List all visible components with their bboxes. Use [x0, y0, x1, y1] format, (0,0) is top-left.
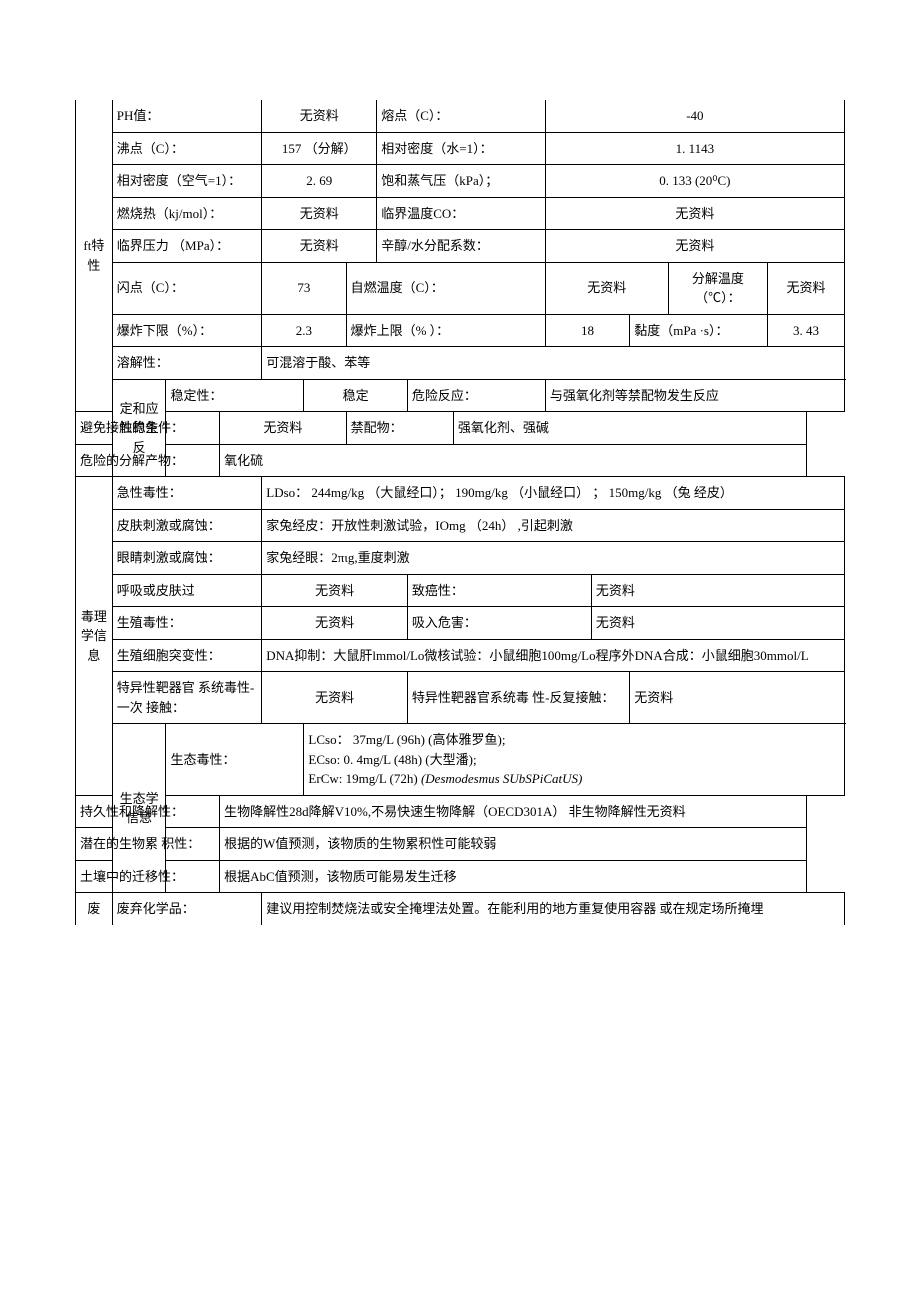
resp-label: 呼吸或皮肤过 [112, 574, 261, 607]
persist-value: 生物降解性28d降解V10%,不易快速生物降解（OECD301A） 非生物降解性… [220, 795, 806, 828]
mut-label: 生殖细胞突变性： [112, 639, 261, 672]
sds-table: ft特性 PH值： 无资料 熔点（C）： -40 沸点（C）： 157 （分解）… [75, 100, 845, 925]
carc-value: 无资料 [591, 574, 844, 607]
stab-label: 稳定性： [166, 379, 304, 412]
autoign-label: 自燃温度（C）： [346, 262, 545, 314]
ph-label: PH值： [112, 100, 261, 132]
visc-value: 3. 43 [768, 314, 845, 347]
mp-label: 熔点（C）： [377, 100, 546, 132]
sol-label: 溶解性： [112, 347, 261, 380]
reldens-air-value: 2. 69 [262, 165, 377, 198]
combheat-value: 无资料 [262, 197, 377, 230]
section-waste: 废 [76, 893, 113, 925]
logp-label: 辛醇/水分配系数： [377, 230, 546, 263]
flash-value: 73 [262, 262, 346, 314]
expl-upper-label: 爆炸上限（% ）： [346, 314, 545, 347]
decomp-value: 氧化硫 [220, 444, 806, 477]
expl-lower-label: 爆炸下限（%）： [112, 314, 261, 347]
ph-value: 无资料 [262, 100, 377, 132]
incompat-label: 禁配物： [346, 412, 453, 445]
ecotox-line1: LCso： 37mg/L (96h) (高体雅罗鱼); [308, 732, 505, 747]
combheat-label: 燃烧热（kj/mol）： [112, 197, 261, 230]
incompat-value: 强氧化剂、强碱 [453, 412, 806, 445]
soil-value: 根据AbC值预测，该物质可能易发生迁移 [220, 860, 806, 893]
skin-label: 皮肤刺激或腐蚀： [112, 509, 261, 542]
reldens-water-value: 1. 1143 [545, 132, 844, 165]
resp-value: 无资料 [262, 574, 408, 607]
eye-label: 眼睛刺激或腐蚀： [112, 542, 261, 575]
soil-label: 土壤中的迁移性： [76, 860, 220, 893]
section-tox: 毒理学信息 [76, 477, 113, 796]
repro-label: 生殖毒性： [112, 607, 261, 640]
crit-temp-label: 临界温度CO： [377, 197, 546, 230]
inhale-label: 吸入危害： [407, 607, 591, 640]
autoign-value: 无资料 [545, 262, 668, 314]
visc-label: 黏度（mPa ·s）： [630, 314, 768, 347]
ecotox-line2: ECso: 0. 4mg/L (48h) (大型潘); [308, 752, 476, 767]
logp-value: 无资料 [545, 230, 844, 263]
avoid-value: 无资料 [220, 412, 346, 445]
bp-value: 157 （分解） [262, 132, 377, 165]
crit-press-label: 临界压力 （MPa）： [112, 230, 261, 263]
crit-press-value: 无资料 [262, 230, 377, 263]
eye-value: 家兔经眼：2πιg,重度刺激 [262, 542, 845, 575]
stot-repeat-value: 无资料 [630, 672, 845, 724]
ecotox-label: 生态毒性： [166, 724, 304, 796]
stot-repeat-label: 特异性靶器官系统毒 性-反复接触： [407, 672, 629, 724]
ecotox-line3a: ErCw: 19mg/L (72h) [308, 771, 421, 786]
decomp-temp-value: 无资料 [768, 262, 845, 314]
waste-value: 建议用控制焚烧法或安全掩埋法处置。在能利用的地方重复使用容器 或在规定场所掩埋 [262, 893, 845, 925]
mp-value: -40 [545, 100, 844, 132]
acute-value: LDso： 244mg/kg （大鼠经口）； 190mg/kg （小鼠经口） ；… [262, 477, 845, 510]
stot-single-value: 无资料 [262, 672, 408, 724]
repro-value: 无资料 [262, 607, 408, 640]
acute-label: 急性毒性： [112, 477, 261, 510]
hazreact-value: 与强氧化剂等禁配物发生反应 [545, 379, 844, 412]
bioacc-label: 潜在的生物累 积性： [76, 828, 220, 861]
decomp-temp-label: 分解温度（℃）： [668, 262, 768, 314]
ecotox-value: LCso： 37mg/L (96h) (高体雅罗鱼); ECso: 0. 4mg… [304, 724, 845, 796]
carc-label: 致癌性： [407, 574, 591, 607]
reldens-air-label: 相对密度（空气=1）： [112, 165, 261, 198]
stab-value: 稳定 [304, 379, 407, 412]
vapor-value: 0. 133 (20⁰C) [545, 165, 844, 198]
expl-upper-value: 18 [545, 314, 629, 347]
ecotox-line3b: (Desmodesmus SUbSPiCatUS) [421, 771, 582, 786]
bioacc-value: 根据的W值预测，该物质的生物累积性可能较弱 [220, 828, 806, 861]
waste-label: 废弃化学品： [112, 893, 261, 925]
inhale-value: 无资料 [591, 607, 844, 640]
stot-single-label: 特异性靶器官 系统毒性-一次 接触： [112, 672, 261, 724]
bp-label: 沸点（C）： [112, 132, 261, 165]
vapor-label: 饱和蒸气压（kPa）； [377, 165, 546, 198]
flash-label: 闪点（C）： [112, 262, 261, 314]
skin-value: 家兔经皮：开放性刺激试验，IOmg （24h） ,引起刺激 [262, 509, 845, 542]
expl-lower-value: 2.3 [262, 314, 346, 347]
hazreact-label: 危险反应： [407, 379, 545, 412]
mut-value: DNA抑制：大鼠肝lmmol/Lo微核试验：小鼠细胞100mg/Lo程序外DNA… [262, 639, 845, 672]
decomp-label: 危险的分解产物： [76, 444, 220, 477]
crit-temp-value: 无资料 [545, 197, 844, 230]
section-phys: ft特性 [76, 100, 113, 412]
sol-value: 可混溶于酸、苯等 [262, 347, 845, 380]
reldens-water-label: 相对密度（水=1）： [377, 132, 546, 165]
